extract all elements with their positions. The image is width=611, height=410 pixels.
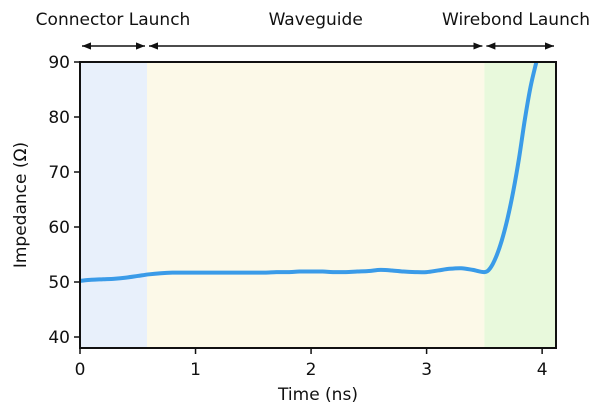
x-tick-label: 1 bbox=[190, 360, 201, 380]
series-line bbox=[80, 62, 539, 283]
region-label: Waveguide bbox=[269, 10, 363, 30]
x-tick-label: 2 bbox=[306, 360, 317, 380]
plot-frame bbox=[79, 61, 557, 349]
x-tick-label: 0 bbox=[75, 360, 86, 380]
region-backgrounds bbox=[80, 62, 556, 348]
y-tick-label: 90 bbox=[48, 53, 70, 73]
region-bg bbox=[147, 62, 485, 348]
x-tick-label: 4 bbox=[537, 360, 548, 380]
y-tick-label: 60 bbox=[48, 218, 70, 238]
series-group bbox=[80, 62, 539, 283]
y-tick-label: 40 bbox=[48, 328, 70, 348]
region-label: Connector Launch bbox=[36, 10, 191, 30]
x-tick-label: 3 bbox=[421, 360, 432, 380]
y-tick-label: 80 bbox=[48, 108, 70, 128]
region-label: Wirebond Launch bbox=[442, 10, 590, 30]
y-axis-label: Impedance (Ω) bbox=[11, 142, 31, 268]
region-labels: Connector Launch Waveguide Wirebond Launch bbox=[36, 10, 590, 30]
region-bg bbox=[80, 62, 148, 348]
y-tick-label: 50 bbox=[48, 273, 70, 293]
x-axis-label: Time (ns) bbox=[277, 385, 358, 405]
x-axis-ticks: 0 1 2 3 4 bbox=[75, 348, 548, 380]
region-bg bbox=[484, 62, 556, 348]
y-axis-ticks: 40 50 60 70 80 90 bbox=[48, 53, 80, 348]
y-tick-label: 70 bbox=[48, 163, 70, 183]
